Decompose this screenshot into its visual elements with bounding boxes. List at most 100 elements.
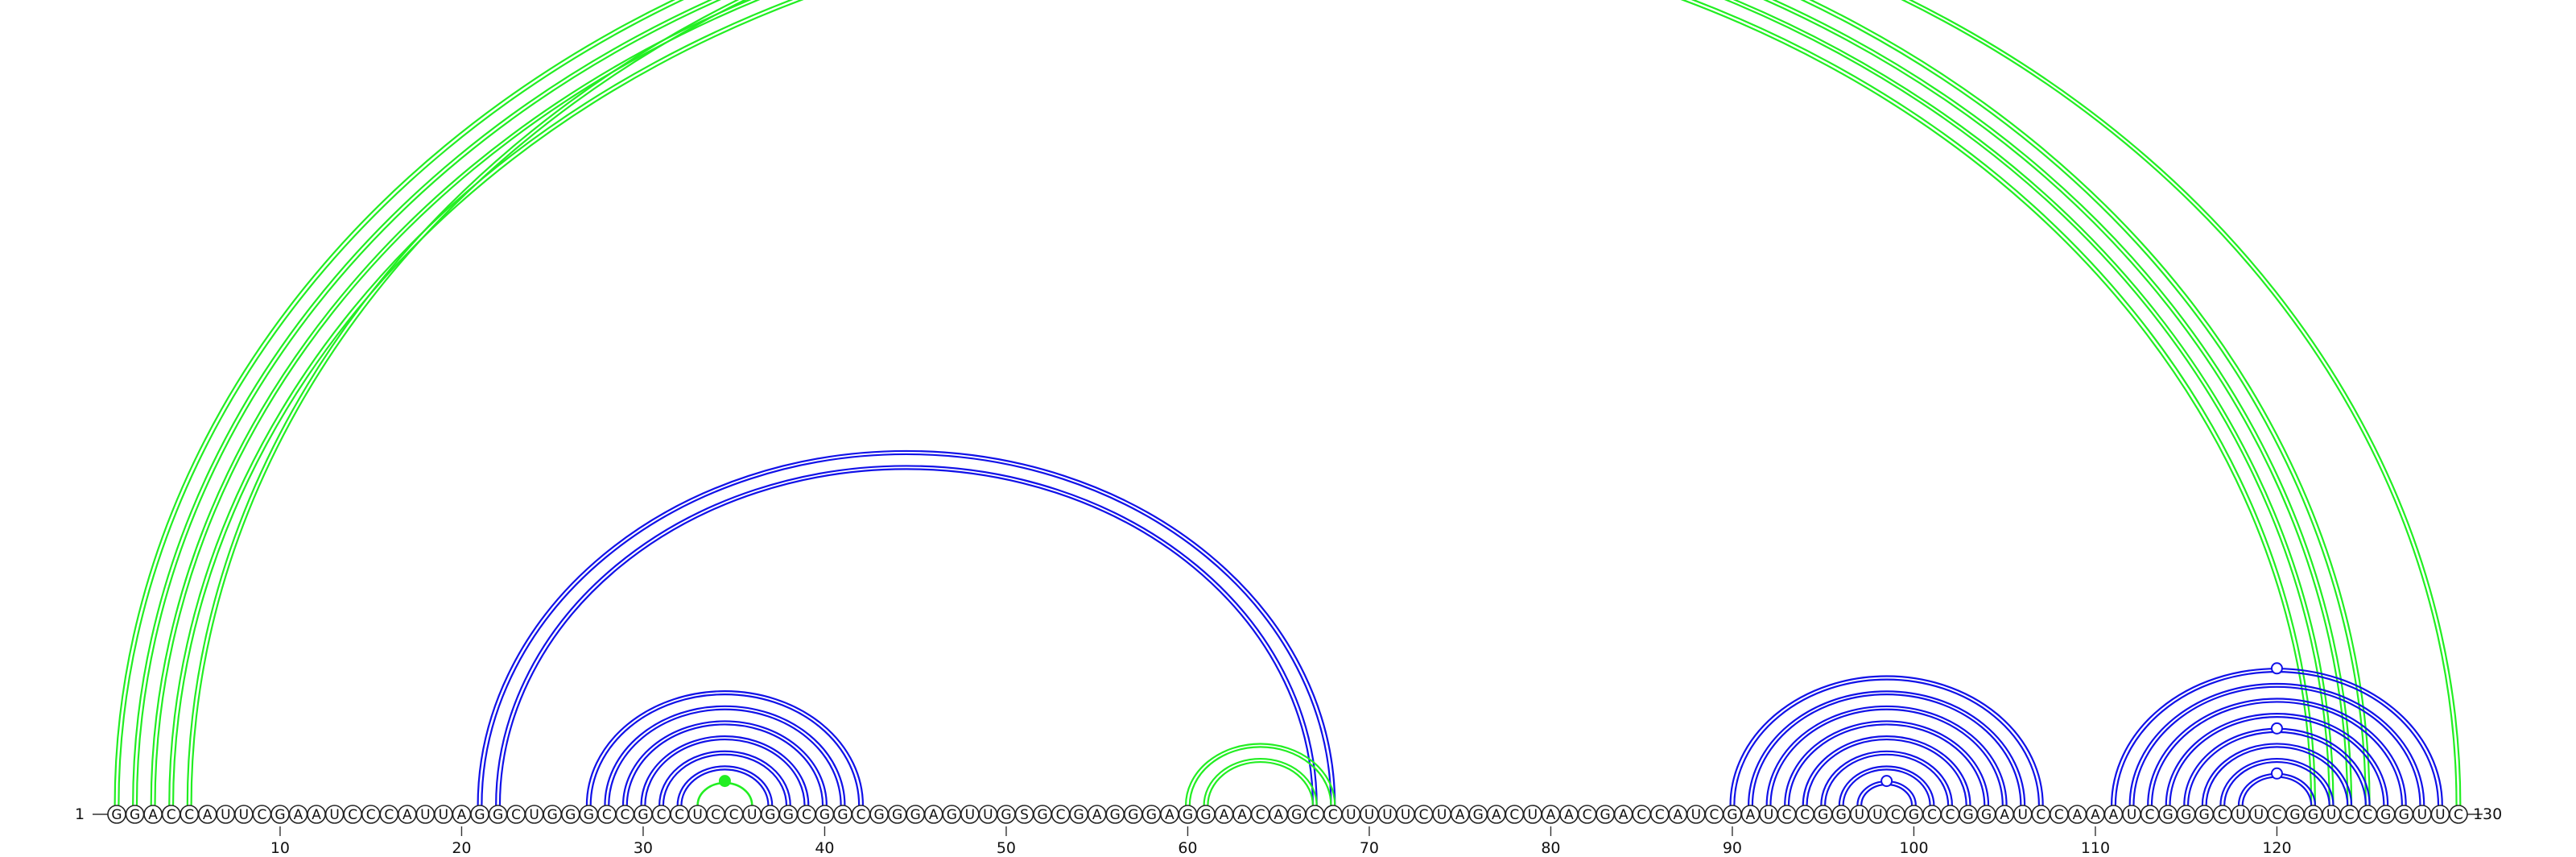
nucleotide-letter: U xyxy=(2326,807,2336,823)
nucleotide-letter: G xyxy=(2399,807,2409,823)
nucleotide-letter: A xyxy=(2109,807,2119,823)
nucleotide: C xyxy=(2050,805,2069,824)
nucleotide-letter: A xyxy=(1237,807,1247,823)
nucleotide-letter: C xyxy=(2363,807,2372,823)
nucleotide-letter: U xyxy=(965,807,975,823)
nucleotide-letter: G xyxy=(1981,807,1992,823)
nucleotide-letter: A xyxy=(312,807,321,823)
nucleotide: G xyxy=(778,805,799,824)
blue-base-pair-arc xyxy=(1838,765,1935,806)
nucleotide: U xyxy=(324,805,345,824)
nucleotide: A xyxy=(2103,805,2124,824)
nucleotide-letter: G xyxy=(947,807,957,823)
nucleotide: A xyxy=(1613,805,1633,824)
blue-base-pair-arc xyxy=(2201,743,2353,806)
nucleotide-letter: G xyxy=(1600,807,1611,823)
nucleotide: G xyxy=(815,805,835,824)
blue-base-pair-arc xyxy=(604,705,846,806)
nucleotide: A xyxy=(288,805,308,824)
nucleotide: G xyxy=(1033,805,1052,824)
nucleotide: C xyxy=(506,805,526,824)
nucleotide: G xyxy=(887,805,907,824)
tick-label: 20 xyxy=(452,839,471,857)
blue-base-pair-arc xyxy=(2165,713,2389,806)
nucleotide: C xyxy=(1632,805,1651,824)
blue-base-pair-arc xyxy=(1733,678,2040,806)
nucleotide: U xyxy=(1432,805,1451,824)
nucleotide-letter: U xyxy=(439,807,448,823)
nucleotide: C xyxy=(1250,805,1270,824)
nucleotide: C xyxy=(851,805,871,824)
tick-label: 90 xyxy=(1723,839,1742,857)
nucleotide-letter: A xyxy=(1619,807,1629,823)
nucleotide: C xyxy=(379,805,399,824)
nucleotide-letter: C xyxy=(857,807,866,823)
nucleotide-letter: G xyxy=(2308,807,2318,823)
blue-base-pair-arc xyxy=(1769,708,2004,806)
nucleotide: U xyxy=(2322,805,2341,824)
nucleotide-letter: U xyxy=(2018,807,2028,823)
nucleotide: A xyxy=(1214,805,1234,824)
nucleotide-letter: A xyxy=(1746,807,1756,823)
nucleotide: C xyxy=(1777,805,1797,824)
nucleotide-letter: G xyxy=(1818,807,1828,823)
nucleotide-letter: C xyxy=(1637,807,1646,823)
green-arc-marker xyxy=(718,775,731,788)
blue-base-pair-arc xyxy=(2150,701,2403,806)
nucleotide-circle xyxy=(2449,805,2468,824)
nucleotide: G xyxy=(1178,805,1198,824)
tick-label: 100 xyxy=(1899,839,1928,857)
nucleotide-letter: G xyxy=(1909,807,1919,823)
nucleotide: U xyxy=(434,805,453,824)
blue-base-pair-arc xyxy=(477,449,1336,806)
nucleotide-letter: U xyxy=(1691,807,1701,823)
nucleotide-letter: U xyxy=(1346,807,1356,823)
nucleotide: A xyxy=(1450,805,1470,824)
blue-base-pair-arc xyxy=(680,768,770,806)
tick-label: 10 xyxy=(270,839,290,857)
blue-base-pair-arc xyxy=(2111,668,2443,806)
blue-base-pair-arc xyxy=(608,708,842,806)
nucleotide-letter: C xyxy=(1891,807,1901,823)
nucleotide: G xyxy=(997,805,1016,824)
nucleotide-letter: C xyxy=(2454,807,2463,823)
nucleotide-letter: G xyxy=(1473,807,1484,823)
nucleotide-letter: C xyxy=(1419,807,1429,823)
nucleotide-letter: U xyxy=(1382,807,1392,823)
nucleotide-letter: C xyxy=(620,807,630,823)
nucleotide-letter: G xyxy=(2199,807,2210,823)
nucleotide: G xyxy=(1904,805,1924,824)
nucleotide-letter: A xyxy=(1274,807,1283,823)
nucleotide-letter: C xyxy=(184,807,194,823)
nucleotide: C xyxy=(252,805,272,824)
nucleotide: G xyxy=(942,805,962,824)
nucleotide: U xyxy=(1868,805,1888,824)
nucleotide: U xyxy=(960,805,980,824)
nucleotide: C xyxy=(1649,805,1670,824)
nucleotide: C xyxy=(706,805,725,824)
nucleotide: U xyxy=(2430,805,2450,824)
nucleotide-letter: C xyxy=(1946,807,1955,823)
blue-base-pair-arc xyxy=(621,720,828,806)
nucleotide: A xyxy=(397,805,417,824)
nucleotide-letter: G xyxy=(1074,807,1084,823)
nucleotide-letter: C xyxy=(2145,807,2155,823)
nucleotide-letter: G xyxy=(1037,807,1047,823)
blue-base-pair-arc xyxy=(1806,738,1967,806)
nucleotide: G xyxy=(2394,805,2414,824)
nucleotide: G xyxy=(1105,805,1125,824)
nucleotide: C xyxy=(670,805,689,824)
nucleotide-letter: G xyxy=(1963,807,1974,823)
nucleotide: A xyxy=(1541,805,1561,824)
nucleotide: C xyxy=(361,805,381,824)
nucleotide-letter: G xyxy=(1836,807,1847,823)
nucleotide-letter: C xyxy=(729,807,739,823)
nucleotide: C xyxy=(651,805,671,824)
nucleotide-letter: C xyxy=(657,807,667,823)
tick-label: 120 xyxy=(2262,839,2291,857)
nucleotide-letter: U xyxy=(221,807,230,823)
nucleotide-letter: C xyxy=(1583,807,1592,823)
nucleotide: G xyxy=(2285,805,2305,824)
